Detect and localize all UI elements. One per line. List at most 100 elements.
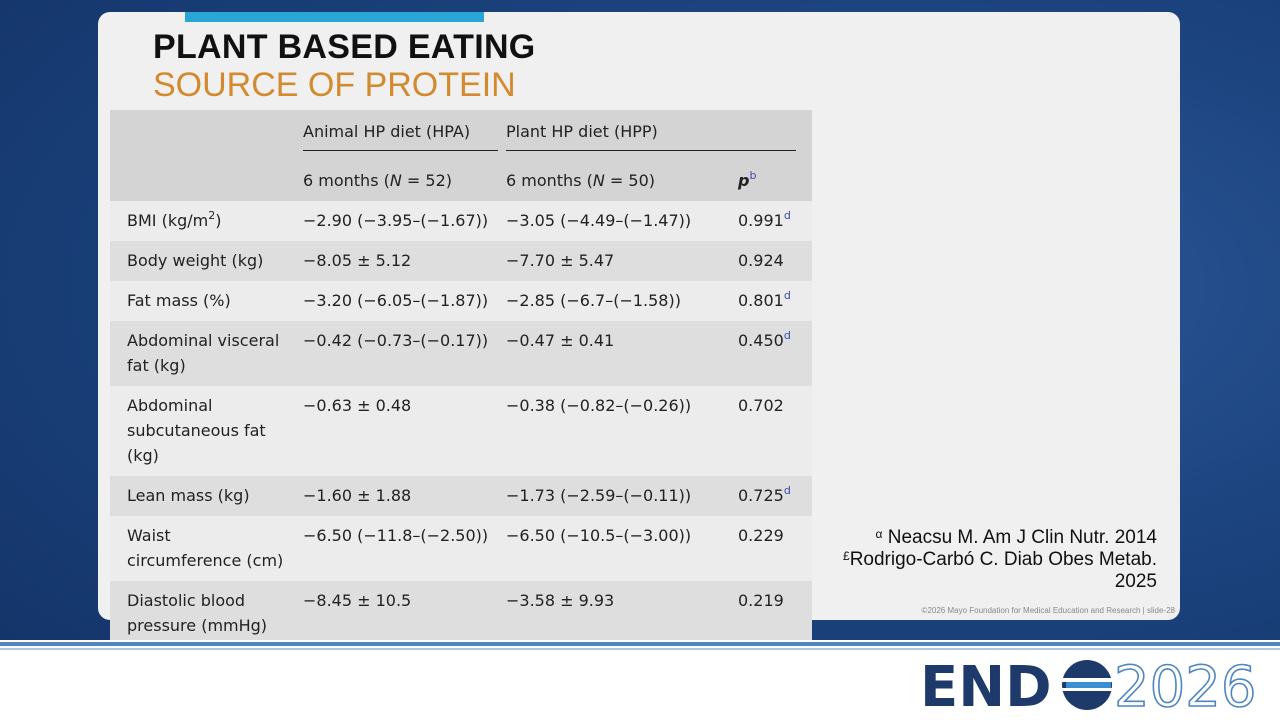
- p-value: 0.991: [738, 211, 784, 230]
- header-cell: 6 months (N = 50): [498, 159, 730, 201]
- label-text: Abdominal visceral fat (kg): [127, 331, 280, 375]
- hpp-cell: −0.38 (−0.82–(−0.26)): [506, 396, 692, 415]
- p-header: p: [738, 171, 750, 190]
- row-label: Abdominal subcutaneous fat (kg): [110, 386, 295, 476]
- subheader-text: = 50): [604, 171, 656, 190]
- table-row: Abdominal subcutaneous fat (kg) −0.63 ± 0…: [110, 386, 812, 476]
- hpp-cell: −7.70 ± 5.47: [506, 251, 615, 270]
- label-text: Waist circumference (cm): [127, 526, 284, 570]
- p-value: 0.725: [738, 486, 784, 505]
- accent-bar: [185, 12, 484, 22]
- title: PLANT BASED EATING: [153, 28, 536, 66]
- hpa-cell: −6.50 (−11.8–(−2.50)): [303, 526, 489, 545]
- row-label: Diastolic blood pressure (mmHg): [110, 581, 295, 646]
- p-value: 0.229: [738, 526, 784, 545]
- footnote-mark: α: [875, 527, 883, 541]
- card: [98, 12, 1180, 620]
- footnote: £Rodrigo-Carbó C. Diab Obes Metab. 2025: [820, 549, 1157, 593]
- subheader-text: 6 months (: [303, 171, 390, 190]
- p-cell: 0.229: [730, 516, 812, 581]
- logo: END 2026: [920, 654, 1257, 718]
- label-text: BMI (kg/m: [127, 211, 209, 230]
- row-label: Waist circumference (cm): [110, 516, 295, 581]
- logo-globe: [1058, 660, 1116, 710]
- copyright: ©2026 Mayo Foundation for Medical Educat…: [921, 606, 1175, 615]
- label-text: Lean mass (kg): [127, 486, 250, 505]
- hpa-cell: −8.45 ± 10.5: [303, 591, 412, 610]
- row-label: Lean mass (kg): [110, 476, 295, 516]
- subheader-text: 6 months (: [506, 171, 593, 190]
- subheader-var: N: [592, 171, 605, 190]
- p-value: 0.219: [738, 591, 784, 610]
- footnote-text: Neacsu M. Am J Clin Nutr. 2014: [882, 527, 1157, 548]
- header-cell: pb: [730, 159, 812, 201]
- table-row: Lean mass (kg) −1.60 ± 1.88 −1.73 (−2.59–(…: [110, 476, 812, 516]
- logo-left: END: [920, 655, 1052, 718]
- p-note: d: [783, 484, 791, 497]
- p-note: d: [783, 329, 791, 342]
- hpa-cell: −2.90 (−3.95–(−1.67)): [303, 211, 489, 230]
- label-sup: 2: [208, 209, 216, 222]
- p-cell: 0.702: [730, 386, 812, 476]
- header-cell: 6 months (N = 52): [295, 159, 498, 201]
- table-row: Body weight (kg) −8.05 ± 5.12 −7.70 ± 5.47…: [110, 241, 812, 281]
- footnote-mark: £: [843, 549, 850, 563]
- subheader-var: N: [389, 171, 402, 190]
- table-head: Animal HP diet (HPA) Plant HP diet (HPP) 6…: [110, 110, 812, 201]
- p-value: 0.924: [738, 251, 784, 270]
- header-row: 6 months (N = 52) 6 months (N = 50) pb: [110, 159, 812, 201]
- header-cell: Plant HP diet (HPP): [498, 110, 812, 159]
- table-row: Abdominal visceral fat (kg) −0.42 (−0.73–…: [110, 321, 812, 386]
- hpp-cell: −1.73 (−2.59–(−0.11)): [506, 486, 692, 505]
- hpp-cell: −6.50 (−10.5–(−3.00)): [506, 526, 692, 545]
- row-label: Abdominal visceral fat (kg): [110, 321, 295, 386]
- p-cell: 0.219: [730, 581, 812, 646]
- logo-right: 2026: [1114, 655, 1257, 718]
- row-label: BMI (kg/m2): [110, 201, 295, 241]
- p-cell: 0.801d: [730, 281, 812, 321]
- hpa-cell: −3.20 (−6.05–(−1.87)): [303, 291, 489, 310]
- header-row: Animal HP diet (HPA) Plant HP diet (HPP): [110, 110, 812, 159]
- row-label: Fat mass (%): [110, 281, 295, 321]
- p-cell: 0.924: [730, 241, 812, 281]
- hpa-cell: −1.60 ± 1.88: [303, 486, 412, 505]
- hpp-cell: −0.47 ± 0.41: [506, 331, 615, 350]
- header-cell: [110, 110, 295, 159]
- p-value: 0.450: [738, 331, 784, 350]
- group-header: Animal HP diet (HPA): [303, 119, 498, 151]
- label-text: Abdominal subcutaneous fat (kg): [127, 396, 266, 465]
- p-note: d: [783, 289, 791, 302]
- footnote: α Neacsu M. Am J Clin Nutr. 2014: [820, 527, 1158, 549]
- table-row: Fat mass (%) −3.20 (−6.05–(−1.87)) −2.85 (…: [110, 281, 812, 321]
- table-row: BMI (kg/m2) −2.90 (−3.95–(−1.67)) −3.05 (−…: [110, 201, 812, 241]
- label-text: ): [215, 211, 222, 230]
- data-table: Animal HP diet (HPA) Plant HP diet (HPP) 6…: [110, 110, 812, 711]
- header-cell: Animal HP diet (HPA): [295, 110, 498, 159]
- group-header: Plant HP diet (HPP): [506, 119, 796, 151]
- subtitle: SOURCE OF PROTEIN: [153, 66, 516, 104]
- p-cell: 0.991d: [730, 201, 812, 241]
- p-value: 0.702: [738, 396, 784, 415]
- footnotes: α Neacsu M. Am J Clin Nutr. 2014 £Rodrigo…: [820, 527, 1157, 593]
- label-text: Fat mass (%): [127, 291, 231, 310]
- label-text: Body weight (kg): [127, 251, 264, 270]
- p-cell: 0.450d: [730, 321, 812, 386]
- footnote-text: Rodrigo-Carbó C. Diab Obes Metab. 2025: [849, 549, 1157, 592]
- subheader-text: = 52): [401, 171, 453, 190]
- hpp-cell: −3.58 ± 9.93: [506, 591, 615, 610]
- header-cell: [110, 159, 295, 201]
- hpa-cell: −0.63 ± 0.48: [303, 396, 412, 415]
- p-value: 0.801: [738, 291, 784, 310]
- label-text: Diastolic blood pressure (mmHg): [127, 591, 268, 635]
- table-row: Waist circumference (cm) −6.50 (−11.8–(−2…: [110, 516, 812, 581]
- hpa-cell: −8.05 ± 5.12: [303, 251, 412, 270]
- hpp-cell: −2.85 (−6.7–(−1.58)): [506, 291, 681, 310]
- hpa-cell: −0.42 (−0.73–(−0.17)): [303, 331, 489, 350]
- p-note: d: [783, 209, 791, 222]
- table-body: BMI (kg/m2) −2.90 (−3.95–(−1.67)) −3.05 (−…: [110, 201, 812, 711]
- p-cell: 0.725d: [730, 476, 812, 516]
- table-row: Diastolic blood pressure (mmHg) −8.45 ± 1…: [110, 581, 812, 646]
- hpp-cell: −3.05 (−4.49–(−1.47)): [506, 211, 692, 230]
- row-label: Body weight (kg): [110, 241, 295, 281]
